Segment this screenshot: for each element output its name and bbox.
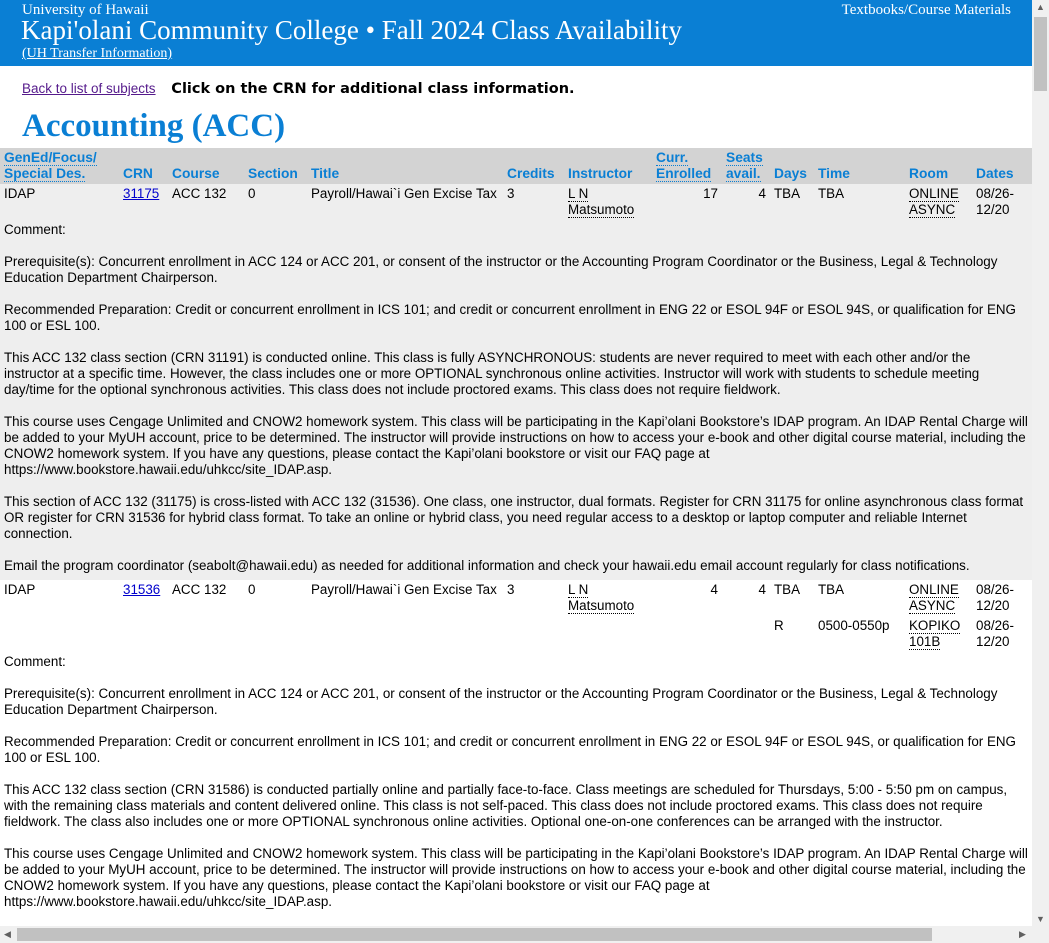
- section: 0: [248, 582, 256, 597]
- comment-paragraph: Email the program coordinator (seabolt@h…: [4, 558, 970, 573]
- instructor: L N Matsumoto: [564, 184, 652, 220]
- scroll-left-icon[interactable]: ◀: [4, 929, 11, 939]
- room: KOPIKO 101B: [905, 616, 972, 652]
- gened: IDAP: [4, 582, 36, 597]
- comment-cell: Comment: Prerequisite(s): Concurrent enro…: [0, 652, 1032, 916]
- comment-paragraph: Prerequisite(s): Concurrent enrollment i…: [4, 254, 998, 285]
- days: TBA: [770, 184, 814, 220]
- comment-paragraph: This course uses Cengage Unlimited and C…: [4, 414, 1028, 477]
- scroll-up-icon[interactable]: ▲: [1036, 2, 1045, 12]
- crn-value[interactable]: 31175: [123, 186, 160, 201]
- comment-paragraph: Recommended Preparation: Credit or concu…: [4, 734, 1016, 765]
- room-value[interactable]: ONLINE ASYNC: [909, 186, 959, 218]
- horizontal-scrollbar[interactable]: ◀ ▶: [0, 926, 1049, 943]
- instructor: L N Matsumoto: [564, 580, 652, 616]
- uh-transfer-link[interactable]: (UH Transfer Information): [22, 46, 173, 61]
- days: TBA: [774, 582, 801, 597]
- room: ONLINE ASYNC: [905, 184, 972, 220]
- col-enrolled[interactable]: Curr. Enrolled: [652, 148, 722, 184]
- subject-heading: Accounting (ACC): [22, 108, 286, 144]
- gened: IDAP: [0, 184, 119, 220]
- instructor-value[interactable]: L N Matsumoto: [568, 186, 635, 218]
- credits: 3: [507, 582, 515, 597]
- comment-paragraph: This ACC 132 class section (CRN 31586) i…: [4, 782, 1008, 829]
- dates: 08/26-12/20: [976, 618, 1014, 649]
- comment-label: Comment:: [4, 654, 66, 669]
- comment-paragraph: This course uses Cengage Unlimited and C…: [4, 846, 1028, 909]
- days: R: [774, 618, 784, 633]
- col-course: Course: [168, 148, 244, 184]
- nav-bar: Back to list of subjects Click on the CR…: [22, 81, 575, 97]
- credits: [503, 616, 564, 652]
- textbooks-link[interactable]: Textbooks/Course Materials: [841, 2, 1011, 18]
- comment-row: Comment: Prerequisite(s): Concurrent enro…: [0, 220, 1032, 580]
- scrollbar-thumb[interactable]: [1034, 17, 1047, 91]
- comment-label: Comment:: [4, 222, 66, 237]
- gened: [0, 616, 119, 652]
- table-row: IDAP 31536 ACC 132 0 Payroll/Hawai`i Gen Exc…: [0, 580, 1032, 616]
- comment-paragraph: This ACC 132 class section (CRN 31191) i…: [4, 350, 980, 397]
- dates: 08/26-12/20: [972, 184, 1032, 220]
- room-value[interactable]: ONLINE ASYNC: [909, 582, 959, 614]
- col-title: Title: [307, 148, 503, 184]
- comment-paragraph: Recommended Preparation: Credit or concu…: [4, 302, 1016, 333]
- crn-value[interactable]: 31536: [123, 582, 161, 597]
- seats: [722, 616, 770, 652]
- scrollbar-thumb[interactable]: [17, 928, 932, 941]
- col-time: Time: [814, 148, 905, 184]
- university-name: University of Hawaii: [22, 2, 149, 18]
- scroll-down-icon[interactable]: ▼: [1036, 914, 1045, 924]
- table-header: GenEd/Focus/ Special Des. CRN Course Sec…: [0, 148, 1032, 184]
- vertical-scrollbar[interactable]: ▲ ▼: [1032, 0, 1049, 926]
- seats: 4: [758, 582, 766, 597]
- room-value[interactable]: KOPIKO 101B: [909, 618, 961, 650]
- room: ONLINE ASYNC: [905, 580, 972, 616]
- course: ACC 132: [172, 582, 227, 597]
- crn: 31536: [119, 580, 168, 616]
- class-table: GenEd/Focus/ Special Des. CRN Course Sec…: [0, 148, 1032, 916]
- time: TBA: [814, 184, 905, 220]
- scroll-right-icon[interactable]: ▶: [1019, 929, 1026, 939]
- page: University of Hawaii Kapi'olani Communit…: [0, 0, 1032, 916]
- crn: 31175: [119, 184, 168, 220]
- enrolled: 17: [652, 184, 722, 220]
- credits: 3: [503, 184, 564, 220]
- enrolled: 4: [710, 582, 718, 597]
- col-instructor: Instructor: [564, 148, 652, 184]
- col-section: Section: [244, 148, 307, 184]
- comment-cell: Comment: Prerequisite(s): Concurrent enro…: [0, 220, 1032, 580]
- col-room: Room: [905, 148, 972, 184]
- section: [244, 616, 307, 652]
- col-seats[interactable]: Seats avail.: [722, 148, 770, 184]
- course: ACC 132: [168, 184, 244, 220]
- col-crn: CRN: [119, 148, 168, 184]
- site-header: University of Hawaii Kapi'olani Communit…: [0, 0, 1032, 66]
- comment-paragraph: This section of ACC 132 (31175) is cross…: [4, 494, 1024, 541]
- time: 0500-0550p: [818, 618, 890, 633]
- enrolled: [652, 616, 722, 652]
- instructor: [564, 616, 652, 652]
- comment-row: Comment: Prerequisite(s): Concurrent enro…: [0, 652, 1032, 916]
- instruction-text: Click on the CRN for additional class in…: [171, 81, 575, 97]
- title: Payroll/Hawai`i Gen Excise Tax: [311, 582, 497, 597]
- col-gened[interactable]: GenEd/Focus/ Special Des.: [0, 148, 119, 184]
- course: [168, 616, 244, 652]
- back-to-subjects-link[interactable]: Back to list of subjects: [22, 81, 156, 96]
- col-dates: Dates: [972, 148, 1032, 184]
- page-title: Kapi'olani Community College • Fall 2024…: [21, 15, 683, 45]
- title: [307, 616, 503, 652]
- col-days: Days: [770, 148, 814, 184]
- comment-paragraph: Prerequisite(s): Concurrent enrollment i…: [4, 686, 998, 717]
- time: TBA: [818, 582, 845, 597]
- title: Payroll/Hawai`i Gen Excise Tax: [307, 184, 503, 220]
- col-credits: Credits: [503, 148, 564, 184]
- dates: 08/26-12/20: [976, 582, 1014, 613]
- table-row: R 0500-0550p KOPIKO 101B 08/26-12/20: [0, 616, 1032, 652]
- section: 0: [244, 184, 307, 220]
- instructor-value[interactable]: L N Matsumoto: [568, 582, 635, 614]
- seats: 4: [722, 184, 770, 220]
- table-row: IDAP 31175 ACC 132 0 Payroll/Hawai`i Gen Exc…: [0, 184, 1032, 220]
- crn: [119, 616, 168, 652]
